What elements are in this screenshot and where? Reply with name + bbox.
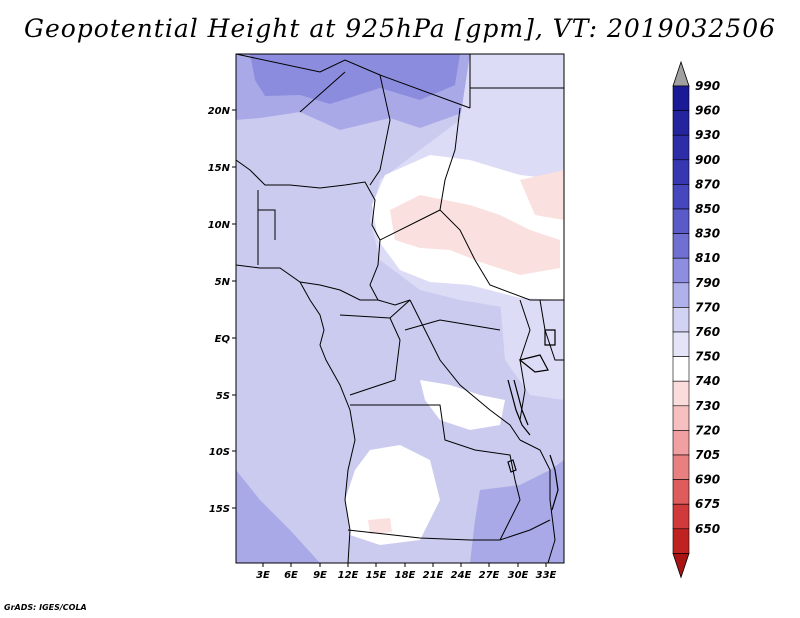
colorbar-cell xyxy=(672,503,690,530)
colorbar-cell xyxy=(672,528,690,554)
lat-label: 5N xyxy=(215,277,231,288)
colorbar-label: 740 xyxy=(695,374,720,388)
colorbar-label: 690 xyxy=(695,473,720,487)
country-borders xyxy=(236,54,564,563)
lat-label: EQ xyxy=(215,334,231,345)
lakes xyxy=(507,329,559,511)
north-core-region xyxy=(250,54,460,104)
lon-label: 9E xyxy=(313,570,327,581)
credit-text: GrADS: IGES/COLA xyxy=(4,603,87,612)
colorbar-label: 675 xyxy=(695,497,720,511)
lat-label: 15S xyxy=(209,504,230,515)
colorbar-label: 705 xyxy=(695,448,720,462)
colorbar-label: 830 xyxy=(695,227,720,241)
se-high-region xyxy=(470,460,564,563)
lon-label: 6E xyxy=(284,570,298,581)
colorbar-under-triangle xyxy=(672,553,690,579)
colorbar-label: 760 xyxy=(695,325,720,339)
lat-labels: 20N 15N 10N 5N EQ 5S 10S 15S xyxy=(208,106,231,515)
colorbar-cell xyxy=(672,159,690,185)
lat-label: 5S xyxy=(216,391,230,402)
colorbar-label: 900 xyxy=(695,153,720,167)
colorbar-cell xyxy=(672,356,690,382)
colorbar-cell xyxy=(672,430,690,456)
colorbar-over-triangle xyxy=(672,60,690,87)
colorbar-cell xyxy=(672,233,690,259)
lon-label: 15E xyxy=(366,570,387,581)
lat-label: 10S xyxy=(209,447,230,458)
colorbar-cell xyxy=(672,405,690,431)
white-zone-central xyxy=(420,380,505,430)
colorbar: 990 960 930 900 870 850 830 810 790 770 760 750 740 7… xyxy=(672,60,720,579)
lon-label: 3E xyxy=(256,570,270,581)
colorbar-cell xyxy=(672,184,690,210)
colorbar-label: 790 xyxy=(695,276,720,290)
colorbar-label: 960 xyxy=(695,104,720,118)
colorbar-cell xyxy=(672,110,690,136)
lon-label: 24E xyxy=(451,570,472,581)
colorbar-label: 990 xyxy=(695,79,720,93)
colorbar-label: 720 xyxy=(695,423,720,437)
warm-region-1 xyxy=(390,195,560,275)
colorbar-label: 730 xyxy=(695,399,720,413)
colorbar-label: 810 xyxy=(695,251,720,265)
colorbar-cell xyxy=(672,282,690,308)
lon-label: 21E xyxy=(423,570,444,581)
colorbar-cell xyxy=(672,208,690,234)
lon-labels: 3E 6E 9E 12E 15E 18E 21E 24E 27E 30E 33E xyxy=(256,570,556,581)
colorbar-cell xyxy=(672,134,690,161)
lon-label: 18E xyxy=(395,570,416,581)
colorbar-cell xyxy=(672,380,690,407)
warm-region-south xyxy=(368,518,392,534)
colorbar-label: 770 xyxy=(695,300,720,314)
lat-label: 10N xyxy=(208,220,231,231)
sw-high-region xyxy=(236,470,320,563)
lat-ticks xyxy=(232,109,236,509)
lon-label: 12E xyxy=(338,570,359,581)
warm-region-2 xyxy=(520,170,564,220)
colorbar-label: 750 xyxy=(695,350,720,364)
colorbar-label: 650 xyxy=(695,522,720,536)
lon-ticks xyxy=(262,563,547,567)
east-light-region xyxy=(500,300,564,400)
colorbar-cell xyxy=(672,454,690,480)
lon-label: 27E xyxy=(479,570,500,581)
colorbar-label: 850 xyxy=(695,202,720,216)
colorbar-label: 930 xyxy=(695,128,720,142)
colorbar-cell xyxy=(672,85,690,111)
lat-label: 20N xyxy=(208,106,231,117)
chart-title: Geopotential Height at 925hPa [gpm], VT:… xyxy=(23,14,777,43)
lat-label: 15N xyxy=(208,163,231,174)
lon-label: 30E xyxy=(508,570,529,581)
colorbar-cell xyxy=(672,307,690,333)
colorbar-cell xyxy=(672,331,690,357)
lon-label: 33E xyxy=(536,570,557,581)
colorbar-cell xyxy=(672,257,690,284)
map-frame xyxy=(235,53,565,564)
map-panel xyxy=(236,54,564,563)
colorbar-cell xyxy=(672,479,690,505)
colorbar-label: 870 xyxy=(695,177,720,191)
